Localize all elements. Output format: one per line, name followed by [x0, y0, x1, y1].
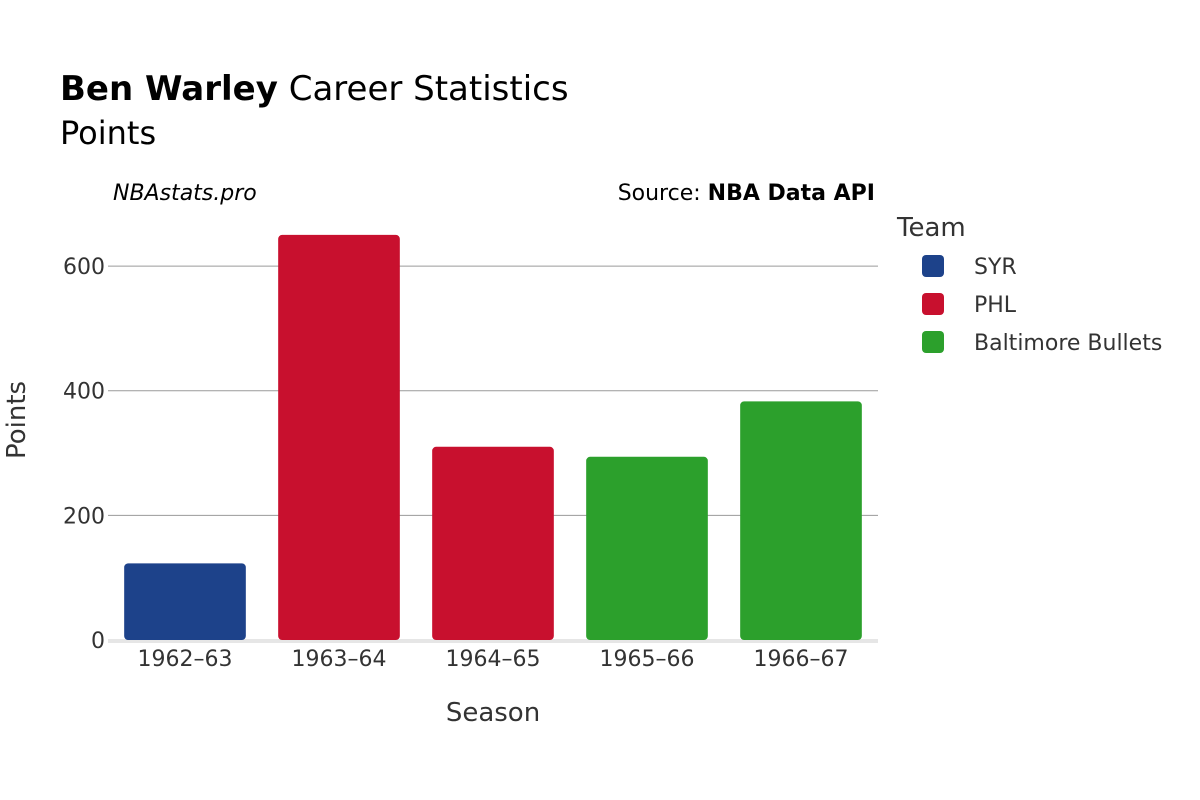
- chart-title-rest: Career Statistics: [278, 69, 569, 109]
- y-tick-label: 400: [63, 380, 105, 405]
- source-prefix: Source:: [618, 181, 708, 206]
- legend-item-label: Baltimore Bullets: [974, 331, 1162, 356]
- legend-swatch: [922, 331, 944, 353]
- y-axis-ticks: 0 200 400 600: [63, 255, 105, 654]
- legend-swatch: [922, 293, 944, 315]
- legend: Team SYR PHL Baltimore Bullets: [896, 213, 1162, 356]
- bar-1962–63: [124, 563, 246, 640]
- bar-1965–66: [586, 456, 708, 640]
- bar-1964–65: [432, 446, 554, 640]
- legend-title: Team: [896, 213, 966, 243]
- source-name: NBA Data API: [708, 181, 875, 206]
- chart-title-player: Ben Warley: [60, 69, 278, 109]
- x-tick-label: 1962–63: [138, 647, 233, 672]
- x-tick-label: 1963–64: [292, 647, 387, 672]
- chart-title: Ben Warley Career Statistics: [60, 69, 569, 109]
- bars: [124, 234, 862, 640]
- x-tick-label: 1965–66: [600, 647, 695, 672]
- y-tick-label: 200: [63, 504, 105, 529]
- x-axis-title: Season: [446, 698, 540, 728]
- y-tick-label: 600: [63, 255, 105, 280]
- x-axis-ticks: 1962–63 1963–64 1964–65 1965–66 1966–67: [138, 647, 849, 672]
- legend-item-label: SYR: [974, 255, 1017, 280]
- bar-1966–67: [740, 401, 862, 640]
- chart-subtitle: Points: [60, 114, 156, 152]
- source-credit: Source: NBA Data API: [618, 181, 875, 206]
- y-axis-title: Points: [2, 381, 32, 459]
- legend-swatch: [922, 255, 944, 277]
- bar-1963–64: [278, 234, 400, 640]
- x-tick-label: 1964–65: [446, 647, 541, 672]
- brand-watermark: NBAstats.pro: [113, 181, 257, 206]
- y-tick-label: 0: [91, 629, 105, 654]
- legend-item-label: PHL: [974, 293, 1017, 318]
- x-tick-label: 1966–67: [754, 647, 849, 672]
